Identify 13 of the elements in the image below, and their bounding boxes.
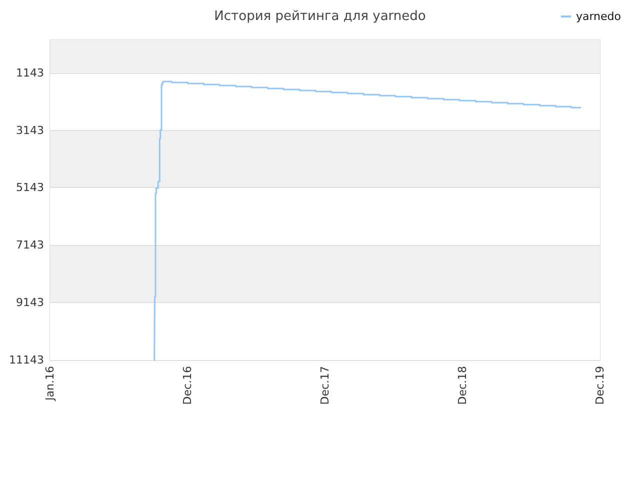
y-tick-label: 9143 — [16, 296, 44, 310]
y-tick-label: 5143 — [16, 181, 44, 194]
y-tick-label: 7143 — [16, 238, 44, 252]
x-tick-label: Dec.16 — [181, 366, 194, 405]
y-tick-label: 1143 — [16, 66, 44, 80]
x-tick-label: Jan.16 — [44, 366, 56, 402]
x-tick-label: Dec.19 — [594, 366, 606, 405]
chart-title: История рейтинга для yarnedo — [214, 9, 426, 24]
x-tick-label: Dec.18 — [456, 366, 469, 405]
x-tick-label: Dec.17 — [318, 366, 332, 405]
y-tick-label: 11143 — [9, 354, 44, 366]
legend-label: yarnedo — [576, 10, 622, 23]
y-tick-label: 3143 — [16, 124, 44, 137]
